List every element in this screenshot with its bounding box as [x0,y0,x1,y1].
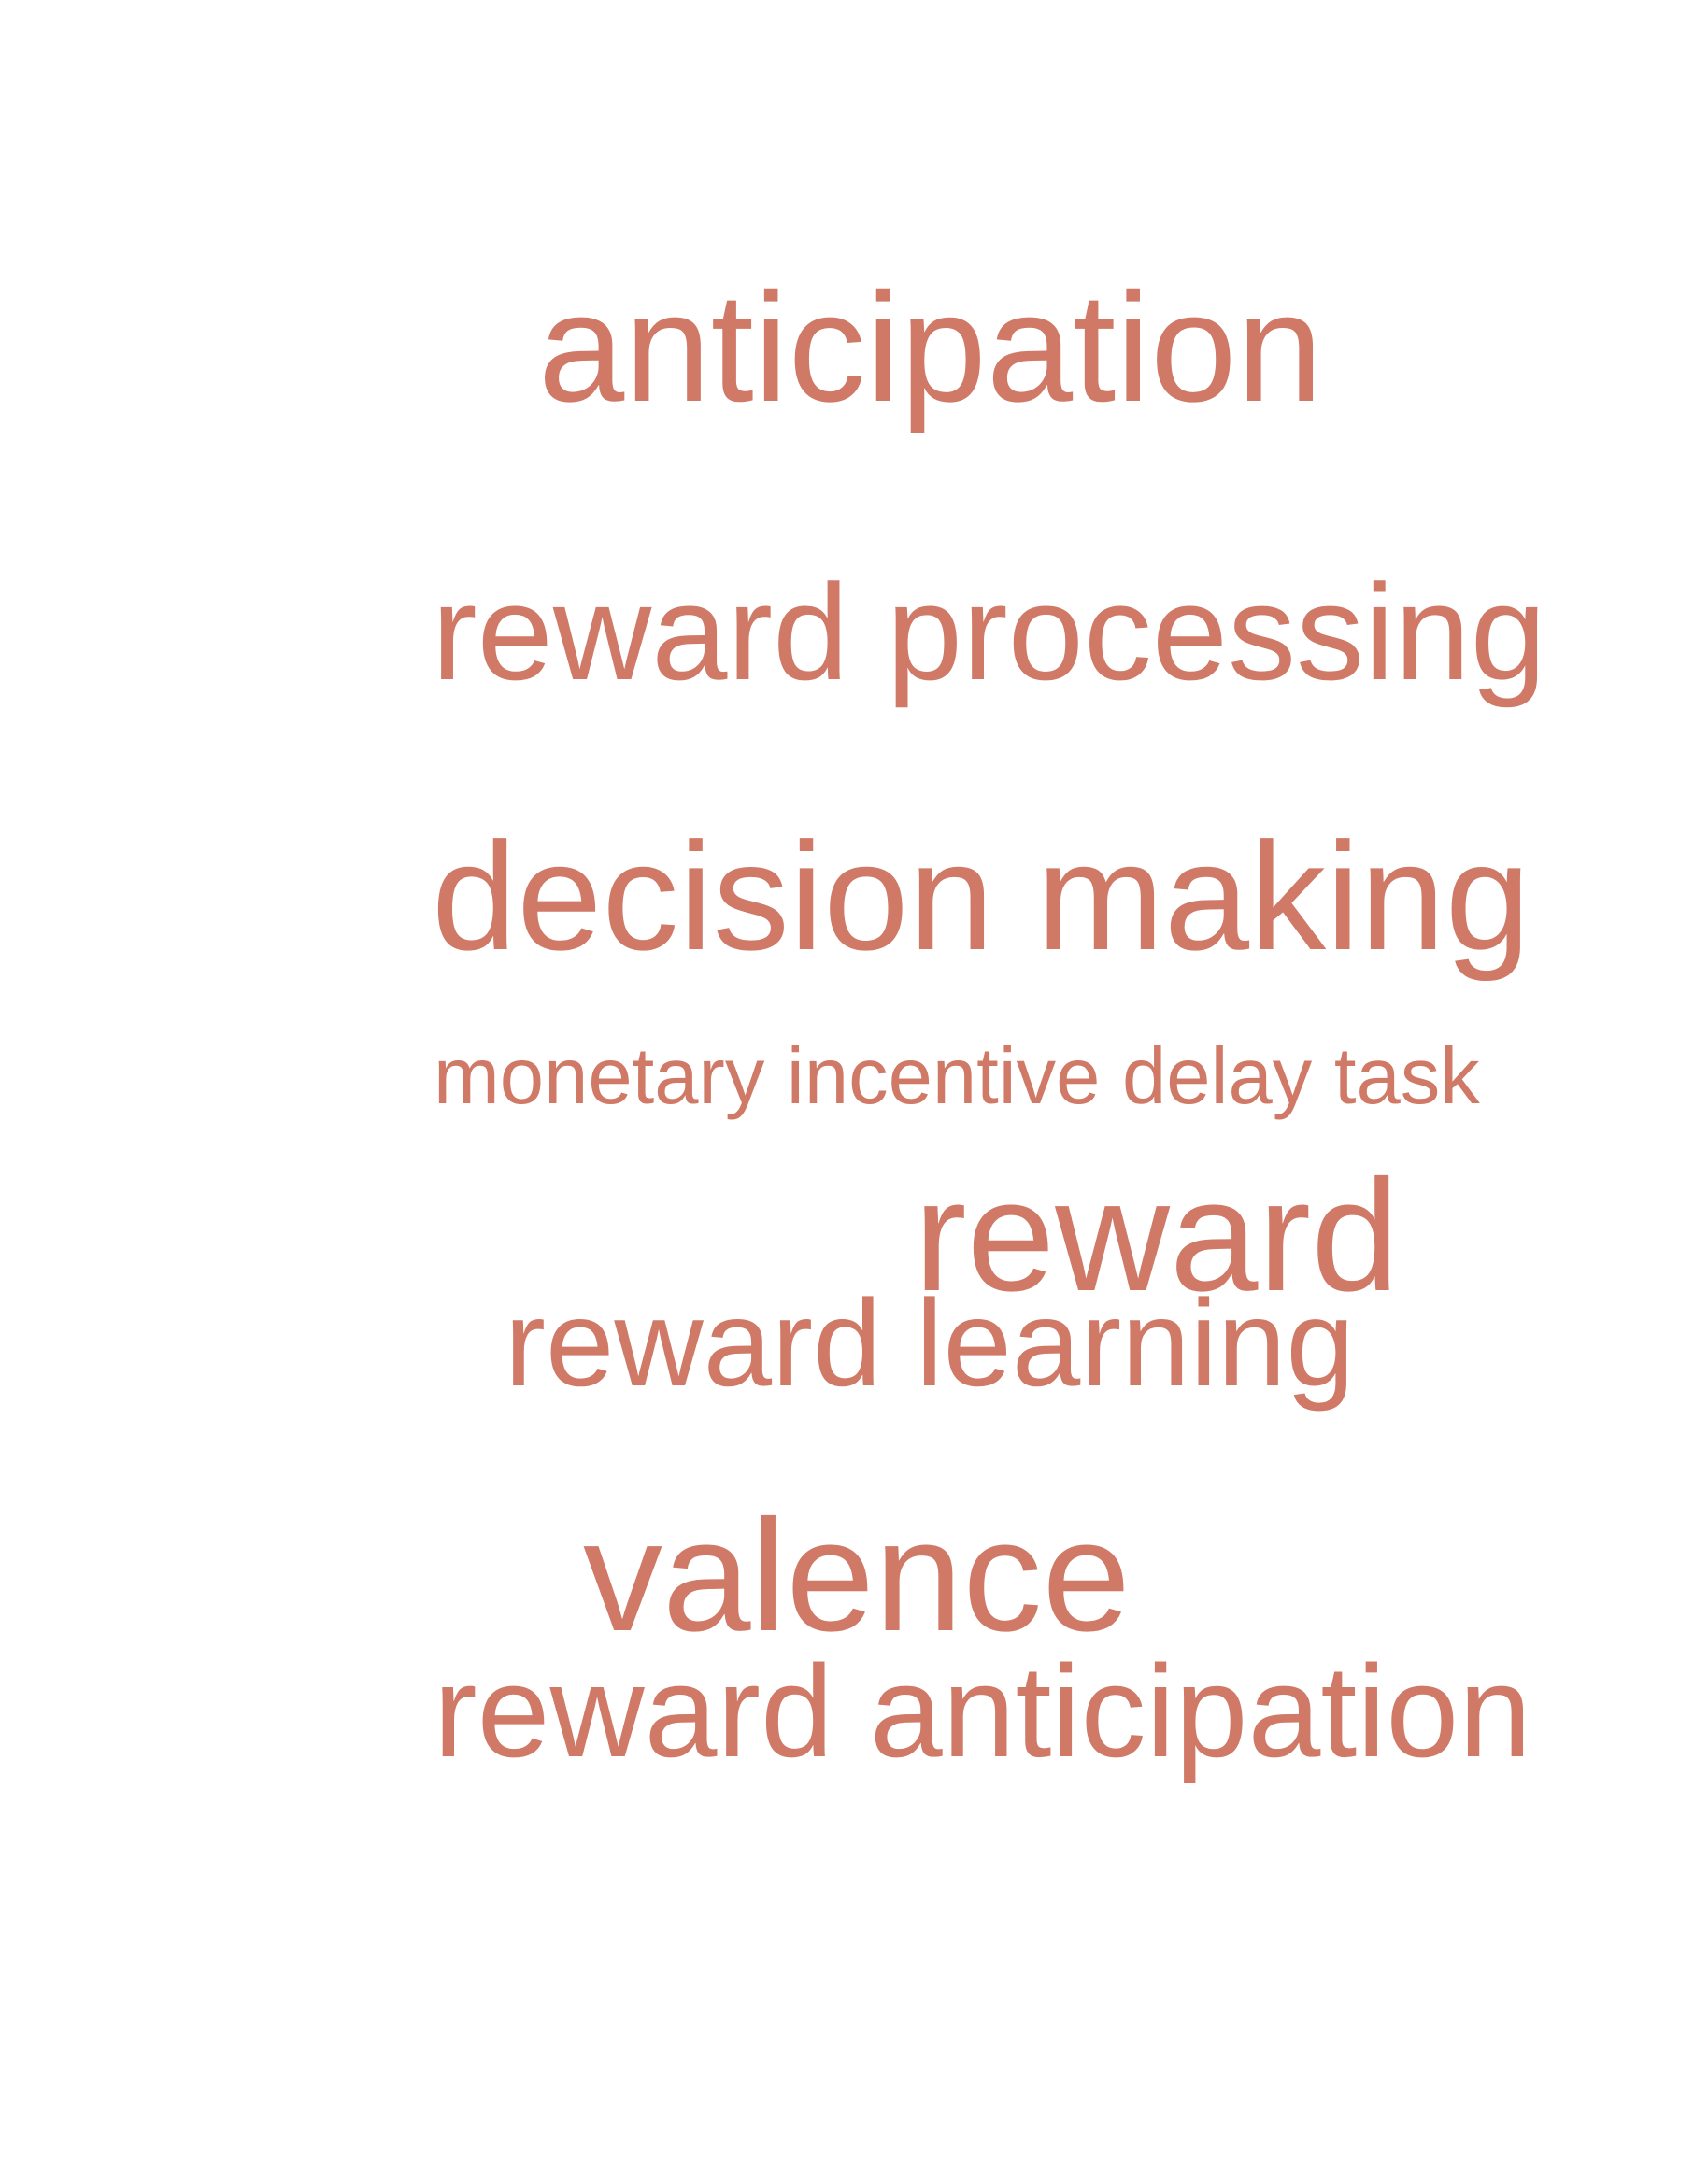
word-reward: reward [914,1147,1400,1325]
word-reward-anticipation: reward anticipation [434,1638,1532,1784]
word-valence: valence [583,1487,1131,1665]
word-monetary-incentive-delay-task: monetary incentive delay task [434,1032,1480,1121]
word-reward-processing: reward processing [432,556,1546,708]
word-anticipation: anticipation [538,262,1323,434]
word-decision-making: decision making [432,811,1530,982]
word-reward-learning: reward learning [505,1274,1355,1412]
